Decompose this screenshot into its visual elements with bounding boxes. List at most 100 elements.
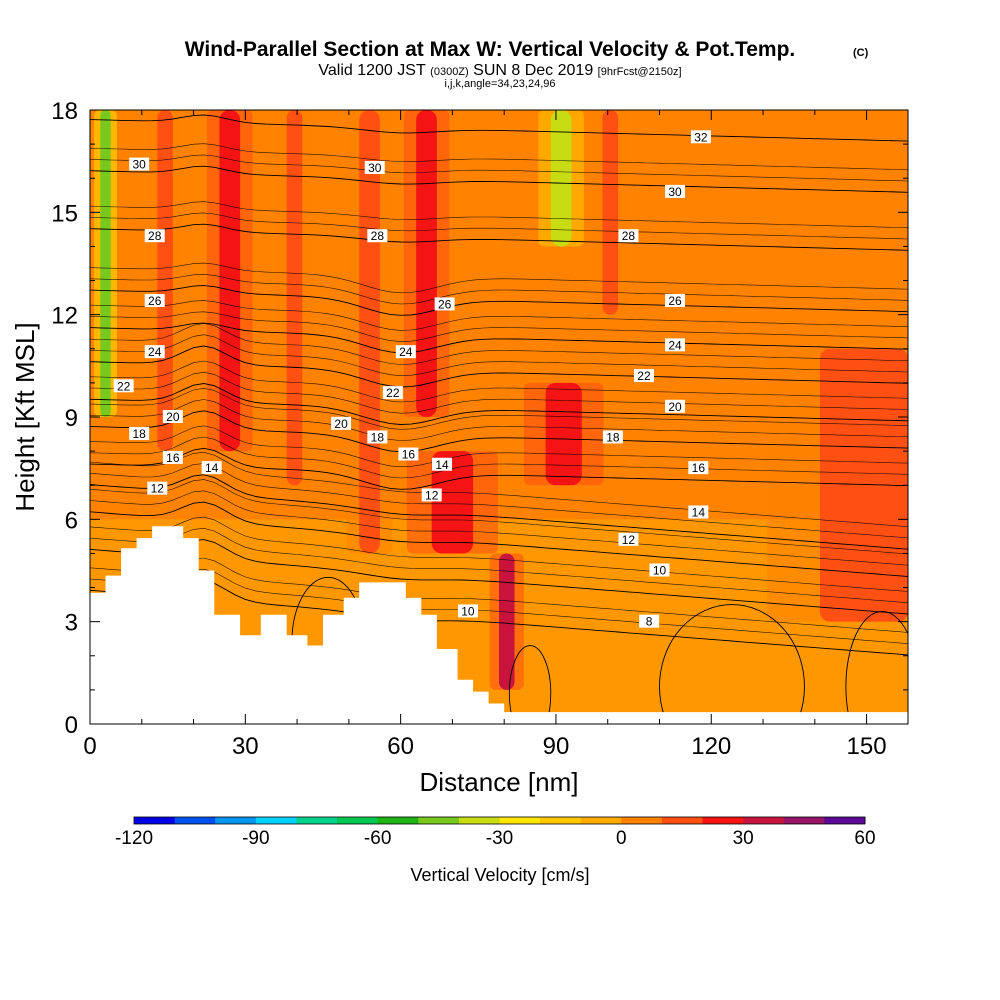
- theta-contour: [90, 114, 908, 142]
- contour-label-text: 18: [606, 430, 620, 444]
- contour-label-text: 30: [368, 161, 382, 175]
- contour-label-bg: [201, 461, 222, 475]
- contour-label-bg: [633, 369, 654, 383]
- theta-contour-minor: [90, 371, 908, 414]
- y-tick-label: 3: [65, 610, 78, 637]
- contour-label-bg: [129, 157, 150, 171]
- contour-label-text: 24: [399, 345, 413, 359]
- contour-label-text: 28: [622, 229, 636, 243]
- contour-label-text: 12: [622, 533, 636, 547]
- contour-label-bg: [395, 345, 416, 359]
- contour-label: 18: [602, 430, 623, 444]
- velocity-column: [431, 451, 474, 554]
- contour-label-text: 30: [668, 185, 682, 199]
- colorbar-label: Vertical Velocity [cm/s]: [410, 865, 589, 885]
- contour-label: 26: [434, 297, 455, 311]
- colorbar-swatch: [783, 817, 825, 824]
- theta-contour: [90, 447, 908, 490]
- colorbar-tick-label: 60: [854, 828, 875, 849]
- colorbar-swatch: [824, 817, 866, 824]
- contour-label-text: 14: [692, 506, 706, 520]
- contour-label: 20: [162, 410, 183, 424]
- contour-label: 26: [144, 294, 165, 308]
- colorbar-swatch: [134, 817, 176, 824]
- velocity-column: [819, 348, 908, 622]
- colorbar-swatch: [661, 817, 704, 824]
- theta-contour: [90, 322, 908, 354]
- colorbar-tick-label: -90: [242, 828, 269, 849]
- contour-label-text: 20: [668, 400, 682, 414]
- colorbar: -120 -90 -60 -30 0 30 60: [115, 816, 876, 849]
- y-tick-label: 18: [51, 98, 78, 125]
- y-tick-label: 6: [65, 507, 78, 534]
- contour-label-bg: [690, 130, 711, 144]
- contour-label-bg: [367, 229, 388, 243]
- velocity-column: [499, 553, 515, 690]
- theta-contour-minor: [90, 311, 908, 342]
- contour-label-text: 28: [371, 229, 385, 243]
- y-tick-label: 15: [51, 200, 78, 227]
- contour-label: 30: [665, 184, 686, 199]
- contour-label-text: 16: [692, 461, 706, 475]
- theta-contour-minor: [90, 479, 908, 555]
- contour-label-bg: [665, 294, 686, 308]
- theta-contour-minor: [90, 273, 908, 305]
- copyright-mark: (C): [853, 47, 869, 59]
- contour-label-bg: [162, 410, 183, 423]
- colorbar-border: [133, 816, 866, 825]
- colorbar-swatch: [337, 817, 379, 824]
- velocity-column: [100, 110, 111, 417]
- contour-label-text: 12: [151, 482, 165, 496]
- contour-label-bg: [144, 229, 165, 243]
- contour-label: 22: [113, 379, 134, 393]
- contour-label-text: 22: [637, 369, 651, 383]
- contour-label: 14: [432, 457, 453, 472]
- contour-label: 10: [649, 563, 670, 578]
- contour-label-bg: [434, 297, 455, 311]
- theta-contour-minor: [90, 463, 908, 539]
- velocity-column: [157, 110, 173, 452]
- closed-contour: [508, 645, 552, 724]
- velocity-column: [602, 110, 619, 315]
- contour-label-bg: [618, 229, 639, 243]
- theta-contour: [90, 383, 908, 425]
- theta-contour-minor: [90, 262, 908, 294]
- theta-contour-minor: [90, 568, 908, 644]
- contour-label: 18: [129, 427, 150, 441]
- contour-label-bg: [665, 399, 686, 413]
- theta-contour: [90, 539, 908, 615]
- velocity-column: [286, 110, 303, 486]
- subtitle-date: SUN 8 Dec 2019: [473, 62, 593, 79]
- axes: 0 30 60 90 120 150 0 3 6 9 12 15 18: [51, 98, 908, 760]
- contour-label-text: 14: [435, 458, 449, 472]
- contour-label: 16: [162, 450, 183, 465]
- plot-area: 30 30 30 32 28 28 28 26 26 26 24 24 24 22 22 22 20 20 20 18…: [90, 110, 908, 724]
- colorbar-swatch: [377, 817, 419, 824]
- contour-label-bg: [665, 184, 686, 198]
- contour-label-bg: [367, 430, 388, 444]
- colorbar-swatch: [621, 817, 663, 824]
- colorbar-tick-label: -60: [364, 828, 391, 849]
- theta-contour-minor: [90, 436, 908, 479]
- contour-label-text: 26: [438, 297, 452, 311]
- y-axis-label: Height [Kft MSL]: [10, 322, 40, 511]
- chart-subtitle: Valid 1200 JST (0300Z) SUN 8 Dec 2019 [9…: [318, 62, 681, 79]
- theta-contour-minor: [90, 154, 908, 182]
- y-tick-label: 0: [65, 712, 78, 739]
- contour-label-bg: [144, 294, 165, 308]
- colorbar-swatch: [174, 817, 216, 824]
- theta-contour: [90, 345, 908, 388]
- closed-contour: [845, 611, 908, 724]
- theta-contour-minor: [90, 360, 908, 403]
- contour-label-text: 10: [653, 564, 667, 578]
- theta-contour-minor: [90, 425, 908, 468]
- contour-label-text: 24: [668, 338, 682, 352]
- contour-label: 22: [633, 369, 654, 383]
- contour-label-bg: [688, 461, 709, 475]
- contour-label-bg: [432, 457, 453, 471]
- contour-label: 12: [421, 488, 442, 502]
- theta-contour: [90, 410, 908, 453]
- theta-contour-minor: [90, 300, 908, 331]
- contour-label-text: 18: [371, 430, 385, 444]
- contour-label: 28: [618, 229, 639, 243]
